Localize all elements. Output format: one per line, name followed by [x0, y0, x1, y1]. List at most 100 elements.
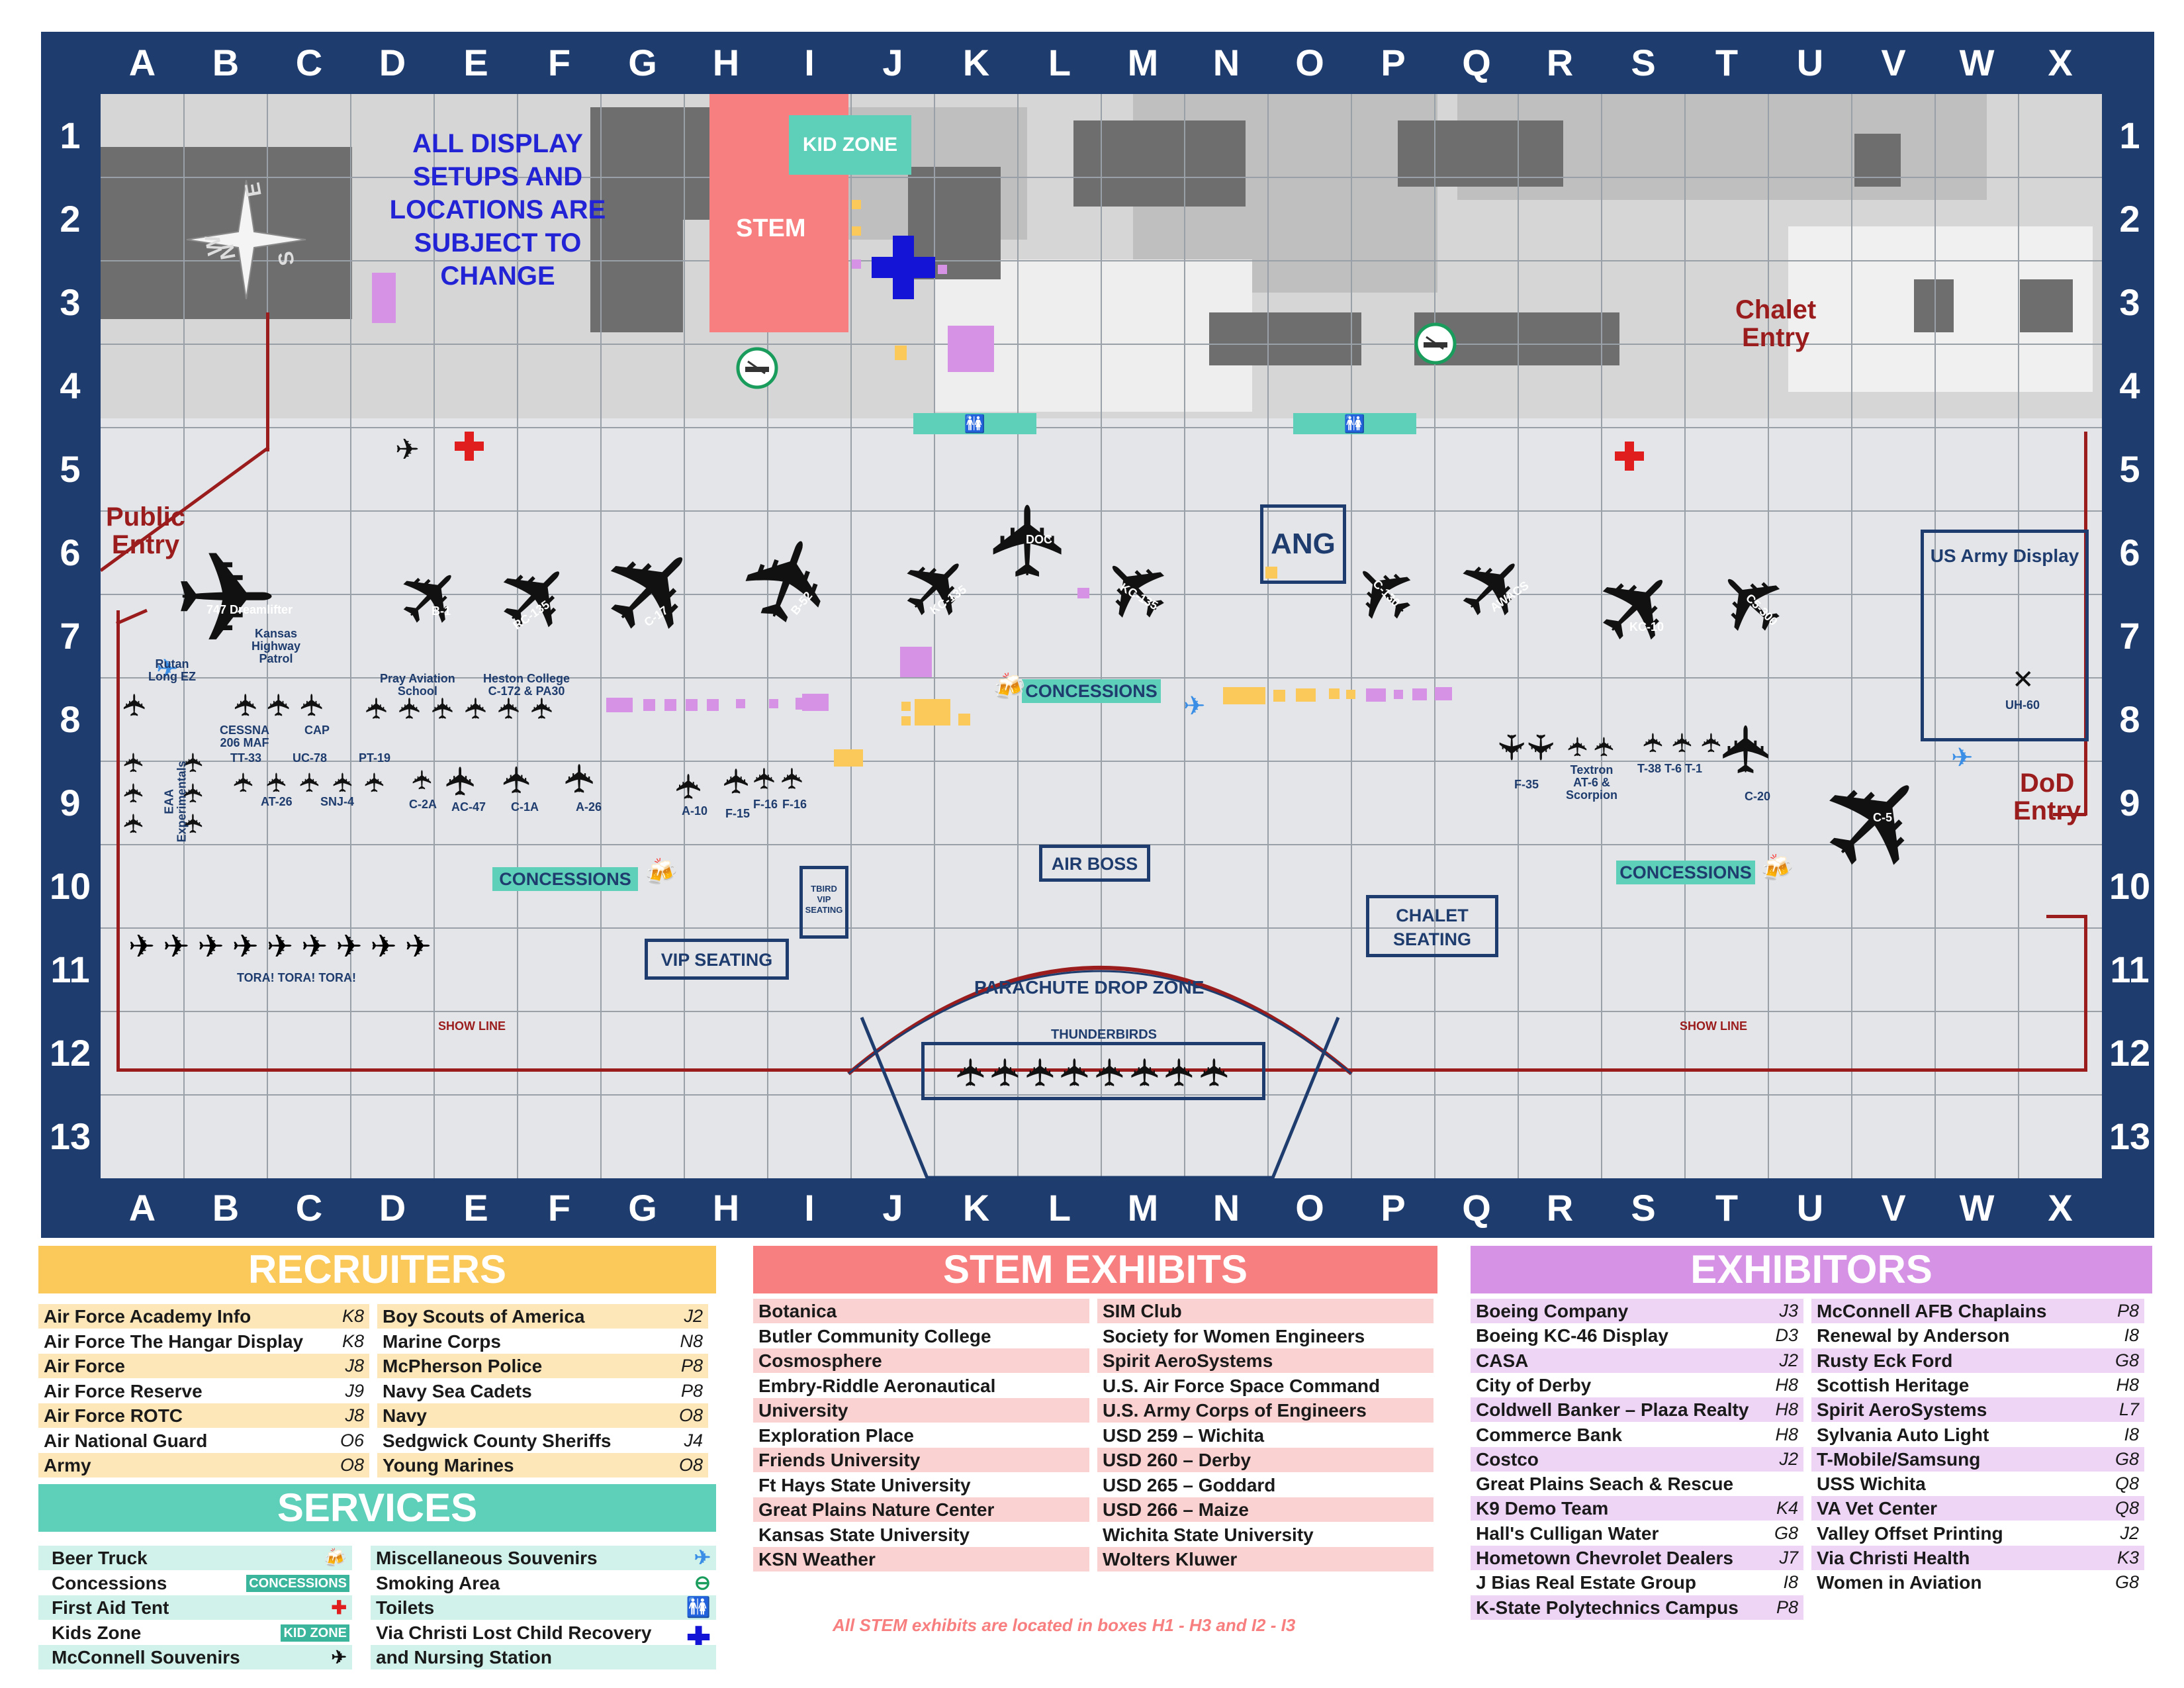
first-aid-tent[interactable]: [1615, 442, 1644, 471]
aircraft-eaa[interactable]: ✈: [119, 782, 149, 804]
first-aid-tent[interactable]: [455, 432, 484, 461]
stem-name: U.S. Army Corps of Engineers: [1103, 1400, 1367, 1421]
column-label: U: [1796, 1187, 1824, 1229]
exhibitors-location: K4: [1776, 1498, 1798, 1519]
recruiters-name: Young Marines: [383, 1455, 514, 1476]
beer-truck[interactable]: 🍻: [645, 857, 678, 888]
lost-child-station[interactable]: [872, 236, 935, 299]
concessions[interactable]: CONCESSIONS: [1022, 679, 1161, 703]
aircraft-small[interactable]: ✈: [262, 771, 292, 794]
aircraft-c1a[interactable]: ✈: [496, 764, 538, 796]
aircraft-small[interactable]: ✈: [493, 696, 526, 721]
label-line: Pray Aviation: [380, 672, 455, 685]
tora-aircraft-row[interactable]: ✈✈✈✈✈✈✈✈✈: [128, 929, 439, 964]
mcconnell-souvenirs[interactable]: ✈: [395, 433, 420, 467]
aircraft-textron[interactable]: ✈: [1563, 735, 1593, 758]
tbird-line: SEATING: [805, 905, 843, 915]
aircraft-f35[interactable]: ✈: [1520, 732, 1560, 763]
smoking-area[interactable]: [1414, 322, 1457, 365]
airfield-map[interactable]: W N E S ALL DISPLAY SETUPS AND LOCATIONS…: [101, 94, 2102, 1178]
stem-row: Butler Community College: [753, 1324, 1089, 1348]
chalet-seating[interactable]: CHALET SEATING: [1366, 895, 1498, 957]
stem-name: USD 260 – Derby: [1103, 1450, 1251, 1470]
aircraft-c17[interactable]: ✈: [570, 508, 736, 673]
exhibitor-booth: [1346, 690, 1355, 699]
aircraft-awacs[interactable]: ✈: [1433, 527, 1553, 647]
aircraft-ac47[interactable]: ✈: [439, 764, 484, 798]
aircraft-small[interactable]: ✈: [394, 696, 427, 721]
air-boss[interactable]: AIR BOSS: [1039, 845, 1150, 882]
beer-truck[interactable]: 🍻: [993, 671, 1026, 702]
aircraft-khp[interactable]: ✈: [261, 692, 296, 718]
dod-entry[interactable]: DoD Entry: [2013, 769, 2081, 825]
services-tag: KID ZONE: [281, 1624, 349, 1642]
chalet-entry[interactable]: Chalet Entry: [1735, 296, 1816, 352]
aircraft-eaa[interactable]: ✈: [119, 751, 149, 774]
aircraft-b52[interactable]: ✈: [714, 514, 865, 647]
concessions[interactable]: CONCESSIONS: [492, 867, 638, 891]
aircraft-small[interactable]: ✈: [295, 771, 325, 794]
exhibitor-booth: [1223, 687, 1265, 704]
public-entry[interactable]: Public Entry: [106, 503, 185, 559]
exhibitor-booth: [948, 326, 994, 372]
column-label: I: [804, 1187, 815, 1229]
stem-row: Wolters Kluwer: [1097, 1547, 1433, 1571]
services-name: Smoking Area: [376, 1572, 500, 1593]
aircraft-t6[interactable]: ✈: [1668, 731, 1698, 754]
aircraft-a26[interactable]: ✈: [558, 761, 603, 796]
label-line: Kansas: [254, 627, 298, 640]
toilets[interactable]: 🚻: [1293, 413, 1416, 434]
aircraft-uh60[interactable]: ✕: [2012, 665, 2034, 694]
us-army-display[interactable]: US Army Display: [1921, 530, 2089, 741]
aircraft-rc135[interactable]: ✈: [472, 532, 601, 661]
grid-line: [101, 927, 2102, 929]
tora-label: TORA! TORA! TORA!: [237, 971, 356, 984]
thunderbirds-box[interactable]: ✈✈✈✈✈✈✈✈: [921, 1042, 1265, 1100]
aircraft-small[interactable]: ✈: [361, 696, 394, 721]
exhibitor-booth: [895, 346, 907, 360]
aircraft-textron[interactable]: ✈: [1590, 735, 1619, 758]
column-label: M: [1127, 1187, 1159, 1229]
aircraft-f16[interactable]: ✈: [749, 766, 782, 791]
concessions[interactable]: CONCESSIONS: [1616, 861, 1755, 884]
aircraft-cessna[interactable]: ✈: [228, 692, 263, 718]
aircraft-t38[interactable]: ✈: [1639, 731, 1668, 754]
aircraft-a10[interactable]: ✈: [670, 772, 709, 801]
aircraft-small[interactable]: ✈: [460, 696, 493, 721]
stem-row: U.S. Air Force Space Command: [1097, 1374, 1433, 1398]
misc-souvenirs[interactable]: ✈: [1183, 691, 1206, 722]
aircraft-b1[interactable]: ✈: [377, 542, 487, 652]
exhibitors-location: H8: [1775, 1374, 1798, 1395]
misc-souvenirs[interactable]: ✈: [156, 654, 179, 684]
recruiters-name: Air Force The Hangar Display: [44, 1331, 304, 1352]
aircraft-small[interactable]: ✈: [427, 696, 460, 721]
aircraft-small[interactable]: ✈: [328, 771, 358, 794]
vip-seating[interactable]: VIP SEATING: [645, 939, 789, 980]
dod-entry-line: Entry: [2013, 796, 2081, 825]
recruiters-location: P8: [680, 1356, 703, 1376]
smoking-area[interactable]: [736, 347, 778, 389]
kid-zone[interactable]: KID ZONE: [789, 115, 911, 175]
misc-souvenirs[interactable]: ✈: [1951, 743, 1974, 773]
toilets[interactable]: 🚻: [913, 413, 1036, 434]
aircraft-c2a[interactable]: ✈: [408, 769, 437, 791]
exhibitor-booth: [1265, 567, 1277, 579]
tbird-vip-seating[interactable]: TBIRD VIP SEATING: [799, 866, 848, 939]
aircraft-small[interactable]: ✈: [526, 696, 559, 721]
aircraft-eaa[interactable]: ✈: [119, 812, 149, 835]
grid-line: [101, 1094, 2102, 1096]
ang-area[interactable]: ANG: [1260, 504, 1346, 584]
beer-truck[interactable]: 🍻: [1760, 853, 1794, 884]
exhibitor-booth: [1296, 688, 1316, 702]
aircraft-small[interactable]: ✈: [360, 771, 390, 794]
aircraft-747-dreamlifter[interactable]: ✈: [173, 529, 279, 669]
aircraft-rutan[interactable]: ✈: [117, 692, 152, 718]
aircraft-cap[interactable]: ✈: [295, 692, 330, 718]
parachute-drop-zone[interactable]: PARACHUTE DROP ZONE: [974, 977, 1205, 998]
exhibitors-location: Q8: [2115, 1474, 2139, 1494]
aircraft-small[interactable]: ✈: [229, 771, 259, 794]
aircraft-kc10[interactable]: ✈: [1569, 538, 1707, 676]
grid-line: [101, 260, 2102, 261]
aircraft-t1[interactable]: ✈: [1697, 731, 1727, 754]
aircraft-f16[interactable]: ✈: [776, 766, 809, 791]
